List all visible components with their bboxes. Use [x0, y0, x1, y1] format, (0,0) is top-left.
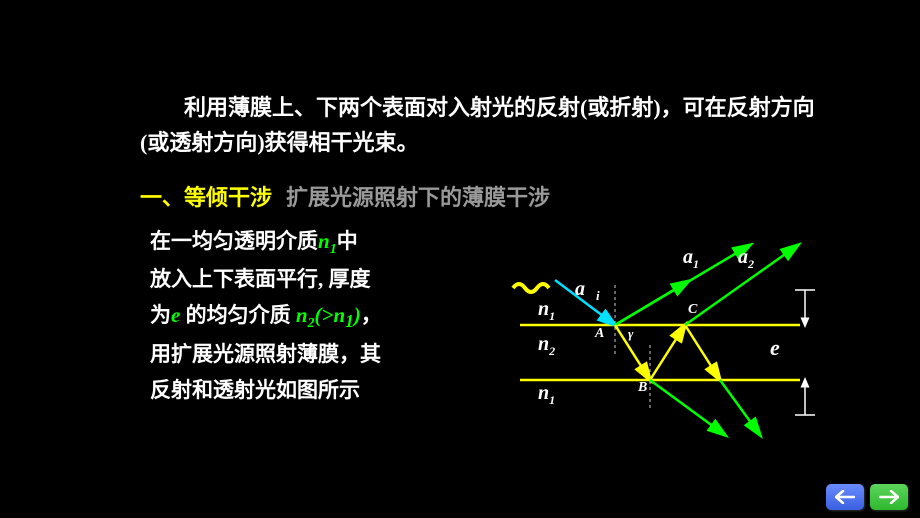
gt-open: (>n — [315, 303, 346, 327]
label-n2: n2 — [538, 333, 555, 359]
next-button[interactable] — [870, 484, 908, 510]
body-line3-pre: 为 — [150, 303, 171, 327]
label-a: a — [575, 278, 585, 301]
label-e: e — [770, 335, 780, 361]
var-n2: n — [296, 303, 308, 327]
body-line5: 反射和透射光如图所示 — [150, 373, 510, 409]
label-A: A — [595, 326, 604, 342]
intro-paragraph: 利用薄膜上、下两个表面对入射光的反射(或折射)，可在反射方向(或透射方向)获得相… — [140, 90, 820, 160]
label-a1: a1 — [683, 246, 699, 272]
section-subtitle: 扩展光源照射下的薄膜干涉 — [286, 185, 550, 210]
label-n1-bot: n1 — [538, 382, 555, 408]
body-line1-post: 中 — [337, 229, 358, 253]
label-i: i — [596, 288, 600, 304]
transmitted-ray-2 — [720, 380, 760, 435]
label-C: C — [688, 302, 697, 318]
refracted-cd — [685, 325, 720, 380]
optics-diagram: a i a1 a2 n1 n2 n1 A B C γ e — [500, 230, 830, 440]
label-a2: a2 — [738, 246, 754, 272]
var-n1: n — [318, 229, 330, 253]
var-n2-sub: 2 — [308, 316, 315, 331]
body-line3-post: ， — [361, 303, 382, 327]
label-n1-top: n1 — [538, 298, 555, 324]
wave-source-icon — [513, 284, 549, 292]
arrow-right-icon — [879, 490, 899, 504]
body-line2: 放入上下表面平行, 厚度 — [150, 262, 510, 298]
prev-button[interactable] — [826, 484, 864, 510]
label-B: B — [638, 380, 647, 396]
gt-close: ) — [354, 303, 361, 327]
section-title: 一、等倾干涉 — [140, 185, 272, 210]
body-text: 在一均匀透明介质n1中 放入上下表面平行, 厚度 为e 的均匀介质 n2(>n1… — [150, 224, 510, 408]
arrow-left-icon — [835, 490, 855, 504]
body-line4: 用扩展光源照射薄膜，其 — [150, 337, 510, 373]
gt-sub: 1 — [345, 311, 354, 331]
reflected-bc — [650, 325, 685, 380]
body-line3-mid: 的均匀介质 — [186, 303, 296, 327]
var-n1-sub: 1 — [330, 243, 337, 258]
nav-buttons — [826, 484, 908, 510]
label-gamma: γ — [628, 326, 633, 342]
incident-ray — [555, 280, 615, 325]
var-e: e — [171, 303, 186, 327]
body-line1-pre: 在一均匀透明介质 — [150, 229, 318, 253]
transmitted-ray-1 — [650, 380, 725, 435]
